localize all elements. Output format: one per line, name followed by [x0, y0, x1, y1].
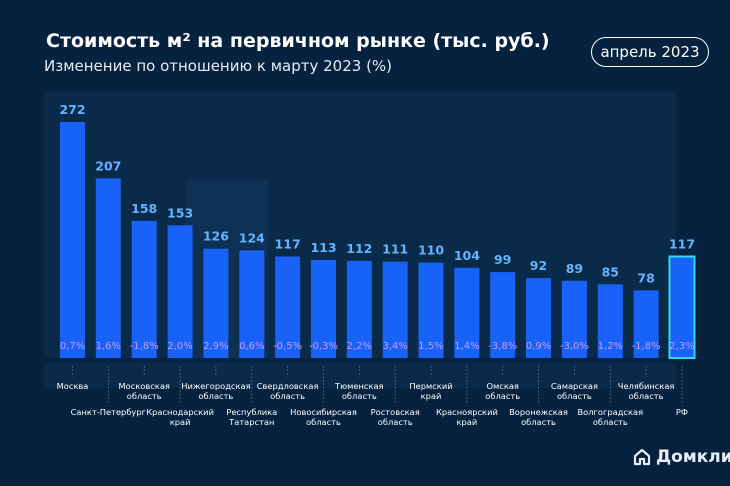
bar-value-label: 158 — [131, 201, 157, 216]
background-panel — [44, 362, 676, 388]
bar-change-label: -1,8% — [632, 341, 661, 352]
category-label: край — [457, 417, 478, 427]
category-label: Красноярский — [436, 407, 498, 417]
category-label: Челябинская — [618, 381, 675, 391]
bar — [633, 290, 659, 358]
category-label: область — [342, 391, 377, 401]
chart-title: Стоимость м² на первичном рынке (тыс. ру… — [46, 30, 550, 52]
bar-change-label: -0,3% — [309, 341, 338, 352]
category-label: Пермский — [409, 381, 452, 391]
category-label: область — [485, 391, 520, 401]
bar-value-label: 99 — [494, 252, 511, 267]
bar-change-label: 2,3% — [669, 341, 694, 352]
bar-value-label: 124 — [239, 230, 265, 245]
bar — [95, 178, 121, 358]
bar-value-label: 153 — [167, 205, 193, 220]
category-label: Ростовская — [371, 407, 420, 417]
bar-value-label: 78 — [637, 270, 654, 285]
bar — [131, 220, 157, 358]
category-label: область — [127, 391, 162, 401]
bar — [418, 262, 444, 358]
brand-name: Домклик — [656, 447, 730, 467]
bar-change-label: -0,5% — [273, 341, 302, 352]
bar-value-label: 85 — [602, 264, 619, 279]
bar-value-label: 117 — [275, 237, 301, 252]
bar-value-label: 89 — [566, 261, 583, 276]
bar — [526, 278, 551, 358]
category-label: Самарская — [551, 381, 598, 391]
bar — [167, 225, 193, 359]
bar-change-label: 0,6% — [239, 341, 264, 352]
bar — [561, 280, 587, 358]
category-label: край — [170, 417, 191, 427]
date-badge: апрель 2023 — [591, 37, 709, 67]
bar — [239, 250, 265, 358]
category-label: Нижегородская — [181, 381, 250, 391]
category-label: Республика — [226, 407, 277, 417]
category-label: область — [306, 417, 341, 427]
bar-value-label: 104 — [454, 248, 480, 263]
bar-value-label: 272 — [59, 102, 85, 117]
bar-change-label: 2,9% — [203, 341, 228, 352]
bar-change-label: 0,7% — [60, 341, 85, 352]
bar-change-label: -1,8% — [130, 341, 159, 352]
bar — [60, 122, 85, 358]
category-label: область — [593, 417, 628, 427]
bar-value-label: 207 — [95, 158, 121, 173]
bar — [490, 272, 516, 358]
bar-value-label: 110 — [418, 243, 444, 258]
bar-value-label: 112 — [346, 241, 372, 256]
bar-change-label: 3,4% — [382, 341, 407, 352]
bar — [382, 261, 408, 358]
bar-change-label: -3,0% — [560, 341, 589, 352]
category-label: Волгоградская — [577, 407, 643, 417]
bar-change-label: -3,8% — [488, 341, 517, 352]
bar — [454, 267, 480, 358]
category-label: область — [629, 391, 664, 401]
category-label: Свердловская — [257, 381, 319, 391]
bar-change-label: 2,0% — [167, 341, 192, 352]
category-label: область — [521, 417, 556, 427]
bar-value-label: 92 — [530, 258, 547, 273]
category-label: область — [198, 391, 233, 401]
category-label: Новосибирская — [290, 407, 357, 417]
bar-value-label: 117 — [669, 237, 695, 252]
bar — [275, 256, 301, 358]
house-icon — [633, 448, 651, 466]
bar-change-label: 1,2% — [598, 341, 623, 352]
category-label: край — [421, 391, 442, 401]
bar-change-label: 2,2% — [347, 341, 372, 352]
bar-change-label: 0,9% — [526, 341, 551, 352]
category-label: область — [557, 391, 592, 401]
bar — [597, 284, 623, 359]
bar-change-label: 1,6% — [96, 341, 121, 352]
bar — [311, 260, 336, 358]
chart-subtitle: Изменение по отношению к марту 2023 (%) — [44, 57, 393, 75]
category-label: Московская — [118, 381, 169, 391]
category-label: Омская — [486, 381, 518, 391]
bar — [668, 255, 696, 359]
bar-value-label: 111 — [382, 242, 408, 257]
category-label: Воронежская — [509, 407, 568, 417]
bar — [346, 260, 372, 358]
category-label: РФ — [676, 407, 688, 417]
category-label: Москва — [57, 381, 89, 391]
category-label: Татарстан — [228, 417, 274, 427]
bar-change-label: 1,4% — [454, 341, 479, 352]
brand-logo: Домклик — [632, 447, 730, 467]
bar-value-label: 126 — [203, 229, 229, 244]
category-label: Краснодарский — [146, 407, 214, 417]
category-label: Санкт-Петербург — [71, 407, 146, 417]
category-label: область — [270, 391, 305, 401]
bar-value-label: 113 — [310, 240, 336, 255]
bar — [203, 248, 229, 358]
date-badge-label: апрель 2023 — [600, 43, 700, 61]
bar-change-label: 1,5% — [418, 341, 443, 352]
category-label: область — [378, 417, 413, 427]
category-label: Тюменская — [334, 381, 384, 391]
